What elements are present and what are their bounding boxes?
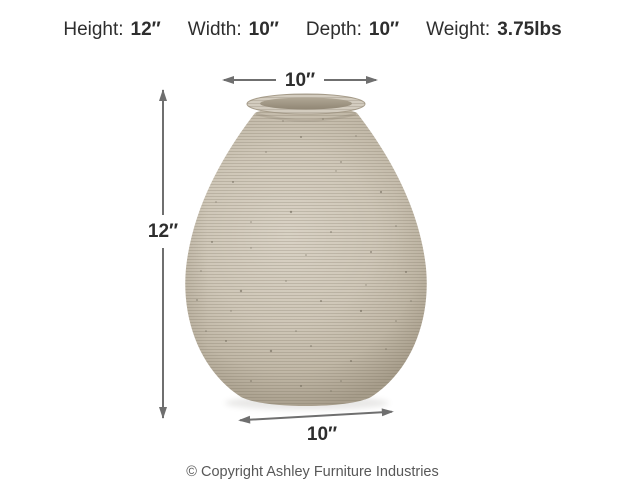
width-top-label: 10″ <box>284 69 316 91</box>
width-dimension-top: 10″ <box>222 69 378 91</box>
arrow-line <box>222 76 276 84</box>
spec-header: Height: 12″ Width: 10″ Depth: 10″ Weight… <box>0 19 625 42</box>
width-dimension-bottom: 10″ <box>237 407 395 461</box>
spec-width: Width: 10″ <box>188 19 279 42</box>
spec-label: Depth: <box>305 19 362 40</box>
arrow-line <box>159 248 167 419</box>
spec-value: 10″ <box>368 19 400 40</box>
arrow-head-down-icon <box>159 407 167 419</box>
spec-value: 12″ <box>130 19 161 40</box>
arrow-head-left-icon <box>237 415 251 425</box>
arrow-head-right-icon <box>381 407 395 417</box>
spec-height: Height: 12″ <box>63 19 160 42</box>
width-bottom-label: 10″ <box>306 424 338 445</box>
vase-mouth <box>260 97 352 110</box>
height-dimension: 12″ <box>141 89 185 419</box>
spec-label: Height: <box>63 19 124 40</box>
arrow-head-right-icon <box>366 76 378 84</box>
vase-neck-crease <box>255 112 357 122</box>
vase-speckles <box>196 118 412 392</box>
spec-value: 10″ <box>248 19 279 40</box>
spec-label: Weight: <box>426 19 491 40</box>
vase-image <box>185 93 427 410</box>
arrow-head-up-icon <box>159 89 167 101</box>
spec-depth: Depth: 10″ <box>306 19 399 42</box>
copyright-text: © Copyright Ashley Furniture Industries <box>186 464 439 480</box>
arrow-line <box>324 76 378 84</box>
arrow-head-left-icon <box>222 76 234 84</box>
vase-ribs <box>185 107 427 406</box>
height-label: 12″ <box>147 221 179 242</box>
spec-weight: Weight: 3.75lbs <box>426 19 562 42</box>
arrow-line <box>159 89 167 215</box>
spec-value: 3.75lbs <box>497 19 562 40</box>
spec-label: Width: <box>187 19 242 40</box>
